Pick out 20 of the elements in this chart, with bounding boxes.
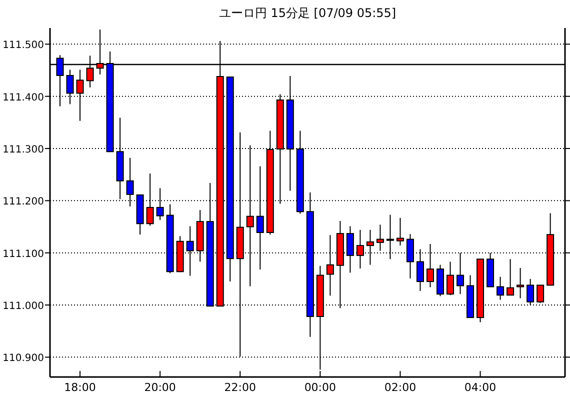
candlestick [516, 267, 524, 299]
y-tick-label: 111.300 [2, 144, 44, 156]
y-tick-label: 111.000 [2, 301, 44, 312]
title: ユーロ円 15分足 [07/09 05:55] [218, 6, 396, 20]
candlestick [506, 258, 514, 296]
y-tick-label: 111.200 [2, 196, 44, 208]
x-tick-label: 02:00 [384, 381, 416, 394]
candlestick [446, 261, 454, 296]
y-tick-label: 111.500 [2, 40, 44, 52]
candlestick [496, 276, 504, 300]
x-tick-label: 20:00 [144, 381, 176, 394]
x-tick-label: 00:00 [304, 381, 336, 394]
x-tick-label: 04:00 [464, 381, 496, 394]
x-tick-label: 22:00 [224, 381, 256, 394]
candlestick [536, 284, 544, 304]
x-tick-label: 18:00 [64, 381, 96, 394]
candlestick [396, 217, 404, 246]
y-tick-label: 111.400 [2, 92, 44, 104]
y-tick-label: 110.900 [2, 353, 44, 364]
y-tick-label: 111.100 [2, 248, 44, 260]
